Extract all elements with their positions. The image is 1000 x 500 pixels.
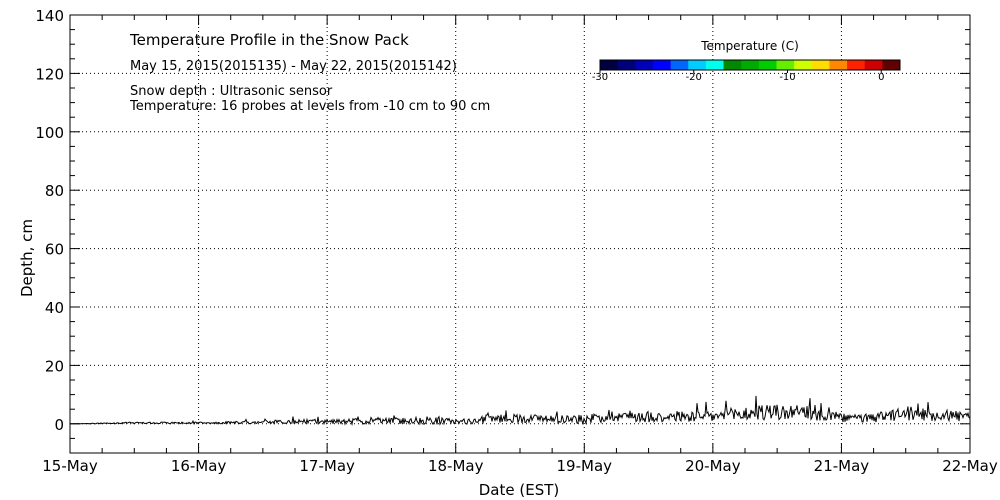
y-tick-label: 0 [54, 416, 64, 434]
colorbar-title: Temperature (C) [700, 39, 799, 53]
temperature-colorbar: Temperature (C) -30 -20 -10 0 [592, 39, 901, 83]
colorbar-segment [600, 60, 619, 70]
y-tick-label: 80 [45, 182, 64, 200]
colorbar-segment [723, 60, 742, 70]
chart-title: Temperature Profile in the Snow Pack [129, 31, 409, 49]
x-tick-label: 18-May [428, 457, 484, 475]
y-tick-label: 140 [35, 7, 64, 25]
x-tick-label: 15-May [42, 457, 98, 475]
colorbar-segment [635, 60, 654, 70]
snow-depth-line [70, 395, 971, 427]
colorbar-segment [776, 60, 795, 70]
y-tick-label: 40 [45, 299, 64, 317]
colorbar-tick-label: -30 [592, 72, 608, 83]
colorbar-segment [741, 60, 760, 70]
y-tick-label: 120 [35, 65, 64, 83]
axis-ticks [69, 14, 971, 454]
colorbar-segment [882, 60, 901, 70]
colorbar-segment [652, 60, 672, 70]
x-tick-label: 21-May [814, 457, 870, 475]
colorbar-segment [758, 60, 777, 70]
y-tick-label: 100 [35, 124, 64, 142]
colorbar-segment [794, 60, 813, 70]
x-axis-title: Date (EST) [479, 481, 560, 499]
series-group [70, 395, 971, 427]
colorbar-segment [688, 60, 707, 70]
colorbar-tick-label: -10 [779, 72, 795, 83]
colorbar-segment [811, 60, 830, 70]
x-tick-label: 17-May [299, 457, 355, 475]
annotation-snow-depth: Snow depth : Ultrasonic sensor [130, 84, 333, 99]
y-tick-label: 60 [45, 241, 64, 259]
x-tick-label: 22-May [942, 457, 998, 475]
colorbar-tick-label: -20 [686, 72, 702, 83]
x-tick-label: 20-May [685, 457, 741, 475]
tick-labels: 15-May 16-May 17-May 18-May 19-May 20-May 21-M… [35, 7, 998, 475]
colorbar-segment [617, 60, 636, 70]
x-tick-label: 16-May [171, 457, 227, 475]
colorbar-tick-label: 0 [878, 72, 884, 83]
annotation-temperature: Temperature: 16 probes at levels from -1… [129, 99, 490, 114]
colorbar-segment [705, 60, 725, 70]
y-axis-title: Depth, cm [18, 219, 36, 297]
chart-subtitle: May 15, 2015(2015135) - May 22, 2015(201… [130, 59, 457, 74]
x-tick-label: 19-May [557, 457, 613, 475]
colorbar-segment [670, 60, 689, 70]
y-tick-label: 20 [45, 357, 64, 375]
colorbar-frame [599, 59, 901, 71]
colorbar-segment [829, 60, 848, 70]
colorbar-segment [864, 60, 883, 70]
colorbar-segment [847, 60, 866, 70]
